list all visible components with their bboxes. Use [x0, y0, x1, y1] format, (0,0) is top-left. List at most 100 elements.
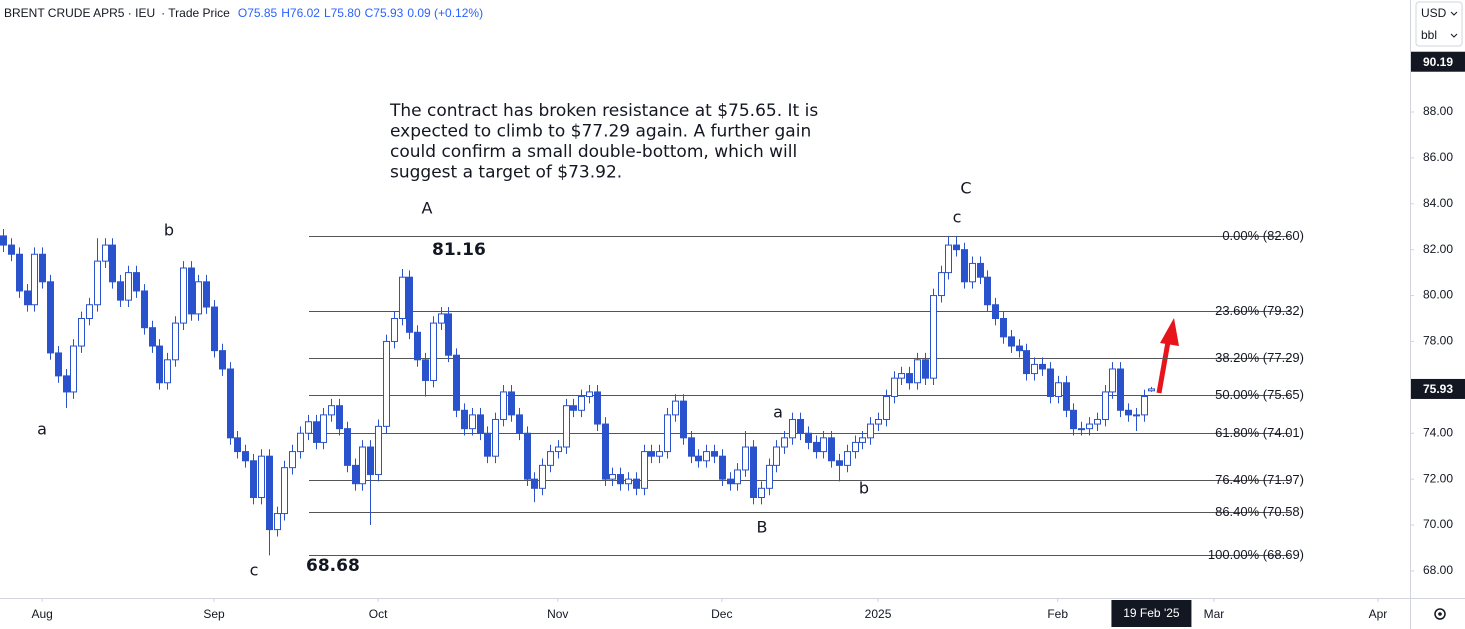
y-tick-label: 82.00	[1423, 242, 1453, 256]
candle-body	[578, 396, 585, 411]
candle-body	[55, 352, 62, 377]
settings-icon[interactable]	[1434, 608, 1446, 620]
candle-body	[320, 414, 327, 443]
candle-body	[1086, 423, 1093, 430]
candle-body	[844, 451, 851, 466]
candle-body	[109, 244, 116, 283]
candle-body	[922, 359, 929, 379]
wave-label: b	[859, 479, 869, 498]
candle-body	[133, 272, 140, 292]
x-tick-label: Nov	[547, 607, 568, 621]
candle-body	[547, 451, 554, 466]
candle-body	[375, 425, 382, 476]
wave-label: a	[773, 403, 783, 422]
candle-body	[406, 276, 413, 333]
candle-body	[336, 405, 343, 430]
candle-body	[63, 375, 70, 393]
candle-body	[1047, 368, 1054, 398]
wave-label: B	[757, 518, 768, 537]
candle-body	[461, 409, 468, 430]
candle-body	[203, 281, 210, 308]
candle-body	[695, 455, 702, 462]
y-tick-label: 74.00	[1423, 425, 1453, 439]
x-tick-label: 2025	[865, 607, 892, 621]
note-line: expected to climb to $77.29 again. A fur…	[390, 122, 811, 142]
candle-body	[477, 414, 484, 434]
candle-body	[508, 391, 515, 416]
y-tick-label: 78.00	[1423, 334, 1453, 348]
candle-body	[742, 446, 749, 471]
candle-body	[344, 428, 351, 466]
candle-body	[219, 350, 226, 370]
candle-body	[453, 354, 460, 411]
candle-body	[594, 391, 601, 425]
ohlc-value: H76.02	[281, 6, 320, 20]
price-tag: 75.93	[1423, 382, 1453, 396]
candle-body	[805, 432, 812, 443]
fib-label: 50.00% (75.65)	[1215, 387, 1304, 402]
candle-body	[727, 478, 734, 485]
wave-label: A	[422, 199, 433, 218]
candle-body	[469, 414, 476, 430]
candle-body	[281, 467, 288, 515]
wave-label: a	[37, 420, 47, 439]
price-tag-box	[1411, 51, 1465, 72]
candle-body	[24, 290, 31, 306]
wave-label: 81.16	[432, 240, 486, 260]
unit-box[interactable]	[1415, 1, 1463, 47]
wave-label: 68.68	[306, 556, 360, 576]
candle-body	[852, 441, 859, 453]
candle-body	[1102, 391, 1109, 420]
candle-body	[625, 478, 632, 485]
candle-body	[820, 437, 827, 453]
candle-body	[570, 405, 577, 411]
candle-body	[500, 391, 507, 420]
candle-body	[438, 313, 445, 324]
price-tag-box	[1411, 378, 1465, 399]
x-tick-label: Mar	[1204, 607, 1225, 621]
candle-body	[797, 418, 804, 434]
candle-body	[977, 262, 984, 278]
fib-label: 61.80% (74.01)	[1215, 425, 1304, 440]
candle-body	[141, 290, 148, 329]
candle-body	[539, 464, 546, 489]
candle-body	[664, 414, 671, 453]
candle-body	[867, 423, 874, 439]
candle-body	[1094, 418, 1101, 425]
candle-body	[1055, 382, 1062, 398]
unit[interactable]: bbl	[1421, 28, 1437, 42]
arrow-shaft	[1156, 341, 1171, 394]
wave-label: c	[953, 208, 962, 227]
candle-body	[305, 421, 312, 434]
ohlc-value: O75.85	[238, 6, 278, 20]
candle-body	[1023, 350, 1030, 375]
x-tick-label: Oct	[369, 607, 388, 621]
candle-body	[328, 405, 335, 416]
candle-body	[1141, 396, 1148, 416]
fib-label: 76.40% (71.97)	[1215, 472, 1304, 487]
note-line: could confirm a small double-bottom, whi…	[390, 142, 797, 162]
candle-body	[125, 272, 132, 301]
currency[interactable]: USD	[1421, 6, 1447, 20]
candle-body	[164, 359, 171, 384]
candle-body	[31, 253, 38, 306]
fib-label: 86.40% (70.58)	[1215, 504, 1304, 519]
ohlc-value: L75.80	[324, 6, 361, 20]
y-tick-label: 80.00	[1423, 288, 1453, 302]
candle-body	[531, 478, 538, 489]
candle-body	[1117, 368, 1124, 411]
candle-body	[1016, 345, 1023, 352]
candle-body	[94, 260, 101, 306]
candle-body	[953, 244, 960, 251]
candle-body	[555, 446, 562, 453]
crosshair-date-box	[1111, 600, 1192, 627]
candle-body	[1125, 409, 1132, 416]
candle-body	[383, 340, 390, 427]
candle-body	[656, 451, 663, 457]
candle-body	[102, 244, 109, 262]
price-tag: 90.19	[1423, 55, 1453, 69]
y-tick-label: 86.00	[1423, 150, 1453, 164]
candle-body	[516, 414, 523, 434]
candle-body	[688, 437, 695, 457]
candle-body	[242, 451, 249, 462]
